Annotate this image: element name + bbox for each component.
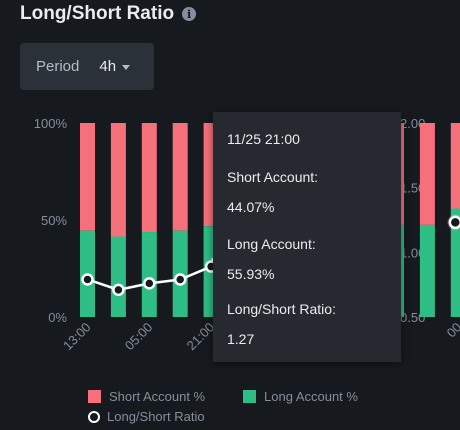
tooltip-short-label: Short Account: bbox=[227, 169, 319, 185]
bar-short[interactable] bbox=[172, 123, 188, 231]
tooltip-long-label: Long Account: bbox=[227, 236, 316, 252]
left-tick-label: 100% bbox=[34, 116, 68, 131]
right-tick-label: 1.50 bbox=[400, 181, 425, 196]
bar-short[interactable] bbox=[141, 123, 157, 233]
legend-short-label: Short Account % bbox=[109, 389, 206, 404]
legend-long[interactable]: Long Account % bbox=[243, 389, 358, 404]
legend-long-label: Long Account % bbox=[264, 389, 358, 404]
tooltip-short-value: 44.07% bbox=[227, 199, 275, 215]
legend-ratio-marker bbox=[88, 410, 100, 423]
info-icon[interactable]: i bbox=[182, 7, 197, 21]
right-axis: 2.00 1.50 1.00 0.50 bbox=[400, 116, 425, 325]
bar-long[interactable] bbox=[419, 224, 435, 317]
ratio-line-group bbox=[81, 214, 460, 297]
x-tick-label: 00 bbox=[444, 320, 460, 341]
right-tick-label: 2.00 bbox=[400, 116, 425, 131]
ratio-point[interactable] bbox=[81, 273, 94, 286]
bar-short[interactable] bbox=[419, 123, 435, 225]
left-tick-label: 0% bbox=[48, 310, 67, 325]
tooltip-ratio-label: Long/Short Ratio: bbox=[227, 301, 336, 317]
x-tick-label: 05:00 bbox=[122, 320, 156, 354]
legend-ratio[interactable]: Long/Short Ratio bbox=[88, 409, 205, 424]
bar-long[interactable] bbox=[141, 232, 157, 317]
ratio-point[interactable] bbox=[143, 277, 156, 290]
legend-long-swatch bbox=[243, 390, 256, 403]
bar-short[interactable] bbox=[80, 123, 95, 231]
ratio-point[interactable] bbox=[173, 273, 187, 286]
legend-ratio-label: Long/Short Ratio bbox=[107, 409, 205, 424]
ratio-point[interactable] bbox=[112, 283, 125, 297]
legend-short-swatch bbox=[88, 390, 101, 403]
period-value: 4h bbox=[99, 58, 117, 75]
tooltip-long-value: 55.93% bbox=[227, 266, 275, 282]
chart-tooltip: 11/25 21:00 Short Account: 44.07% Long A… bbox=[213, 112, 401, 362]
left-axis: 100% 50% 0% bbox=[34, 116, 68, 325]
bar-long[interactable] bbox=[450, 208, 460, 317]
bar-long[interactable] bbox=[110, 236, 126, 317]
bar-short[interactable] bbox=[450, 123, 460, 209]
tooltip-time: 11/25 21:00 bbox=[227, 131, 300, 147]
period-select[interactable]: Period 4h bbox=[20, 43, 154, 90]
title-text: Long/Short Ratio bbox=[20, 3, 175, 24]
legend-short[interactable]: Short Account % bbox=[88, 389, 205, 404]
tooltip-ratio-value: 1.27 bbox=[227, 331, 255, 347]
right-tick-label: 1.00 bbox=[400, 245, 425, 260]
caret-down-icon bbox=[122, 65, 131, 70]
ratio-point-active[interactable] bbox=[448, 215, 460, 230]
bar-short[interactable] bbox=[110, 123, 126, 237]
page-title: Long/Short Ratio i bbox=[20, 3, 197, 25]
period-label: Period bbox=[36, 58, 80, 75]
right-tick-label: 0.50 bbox=[400, 310, 425, 325]
left-tick-label: 50% bbox=[41, 213, 67, 228]
